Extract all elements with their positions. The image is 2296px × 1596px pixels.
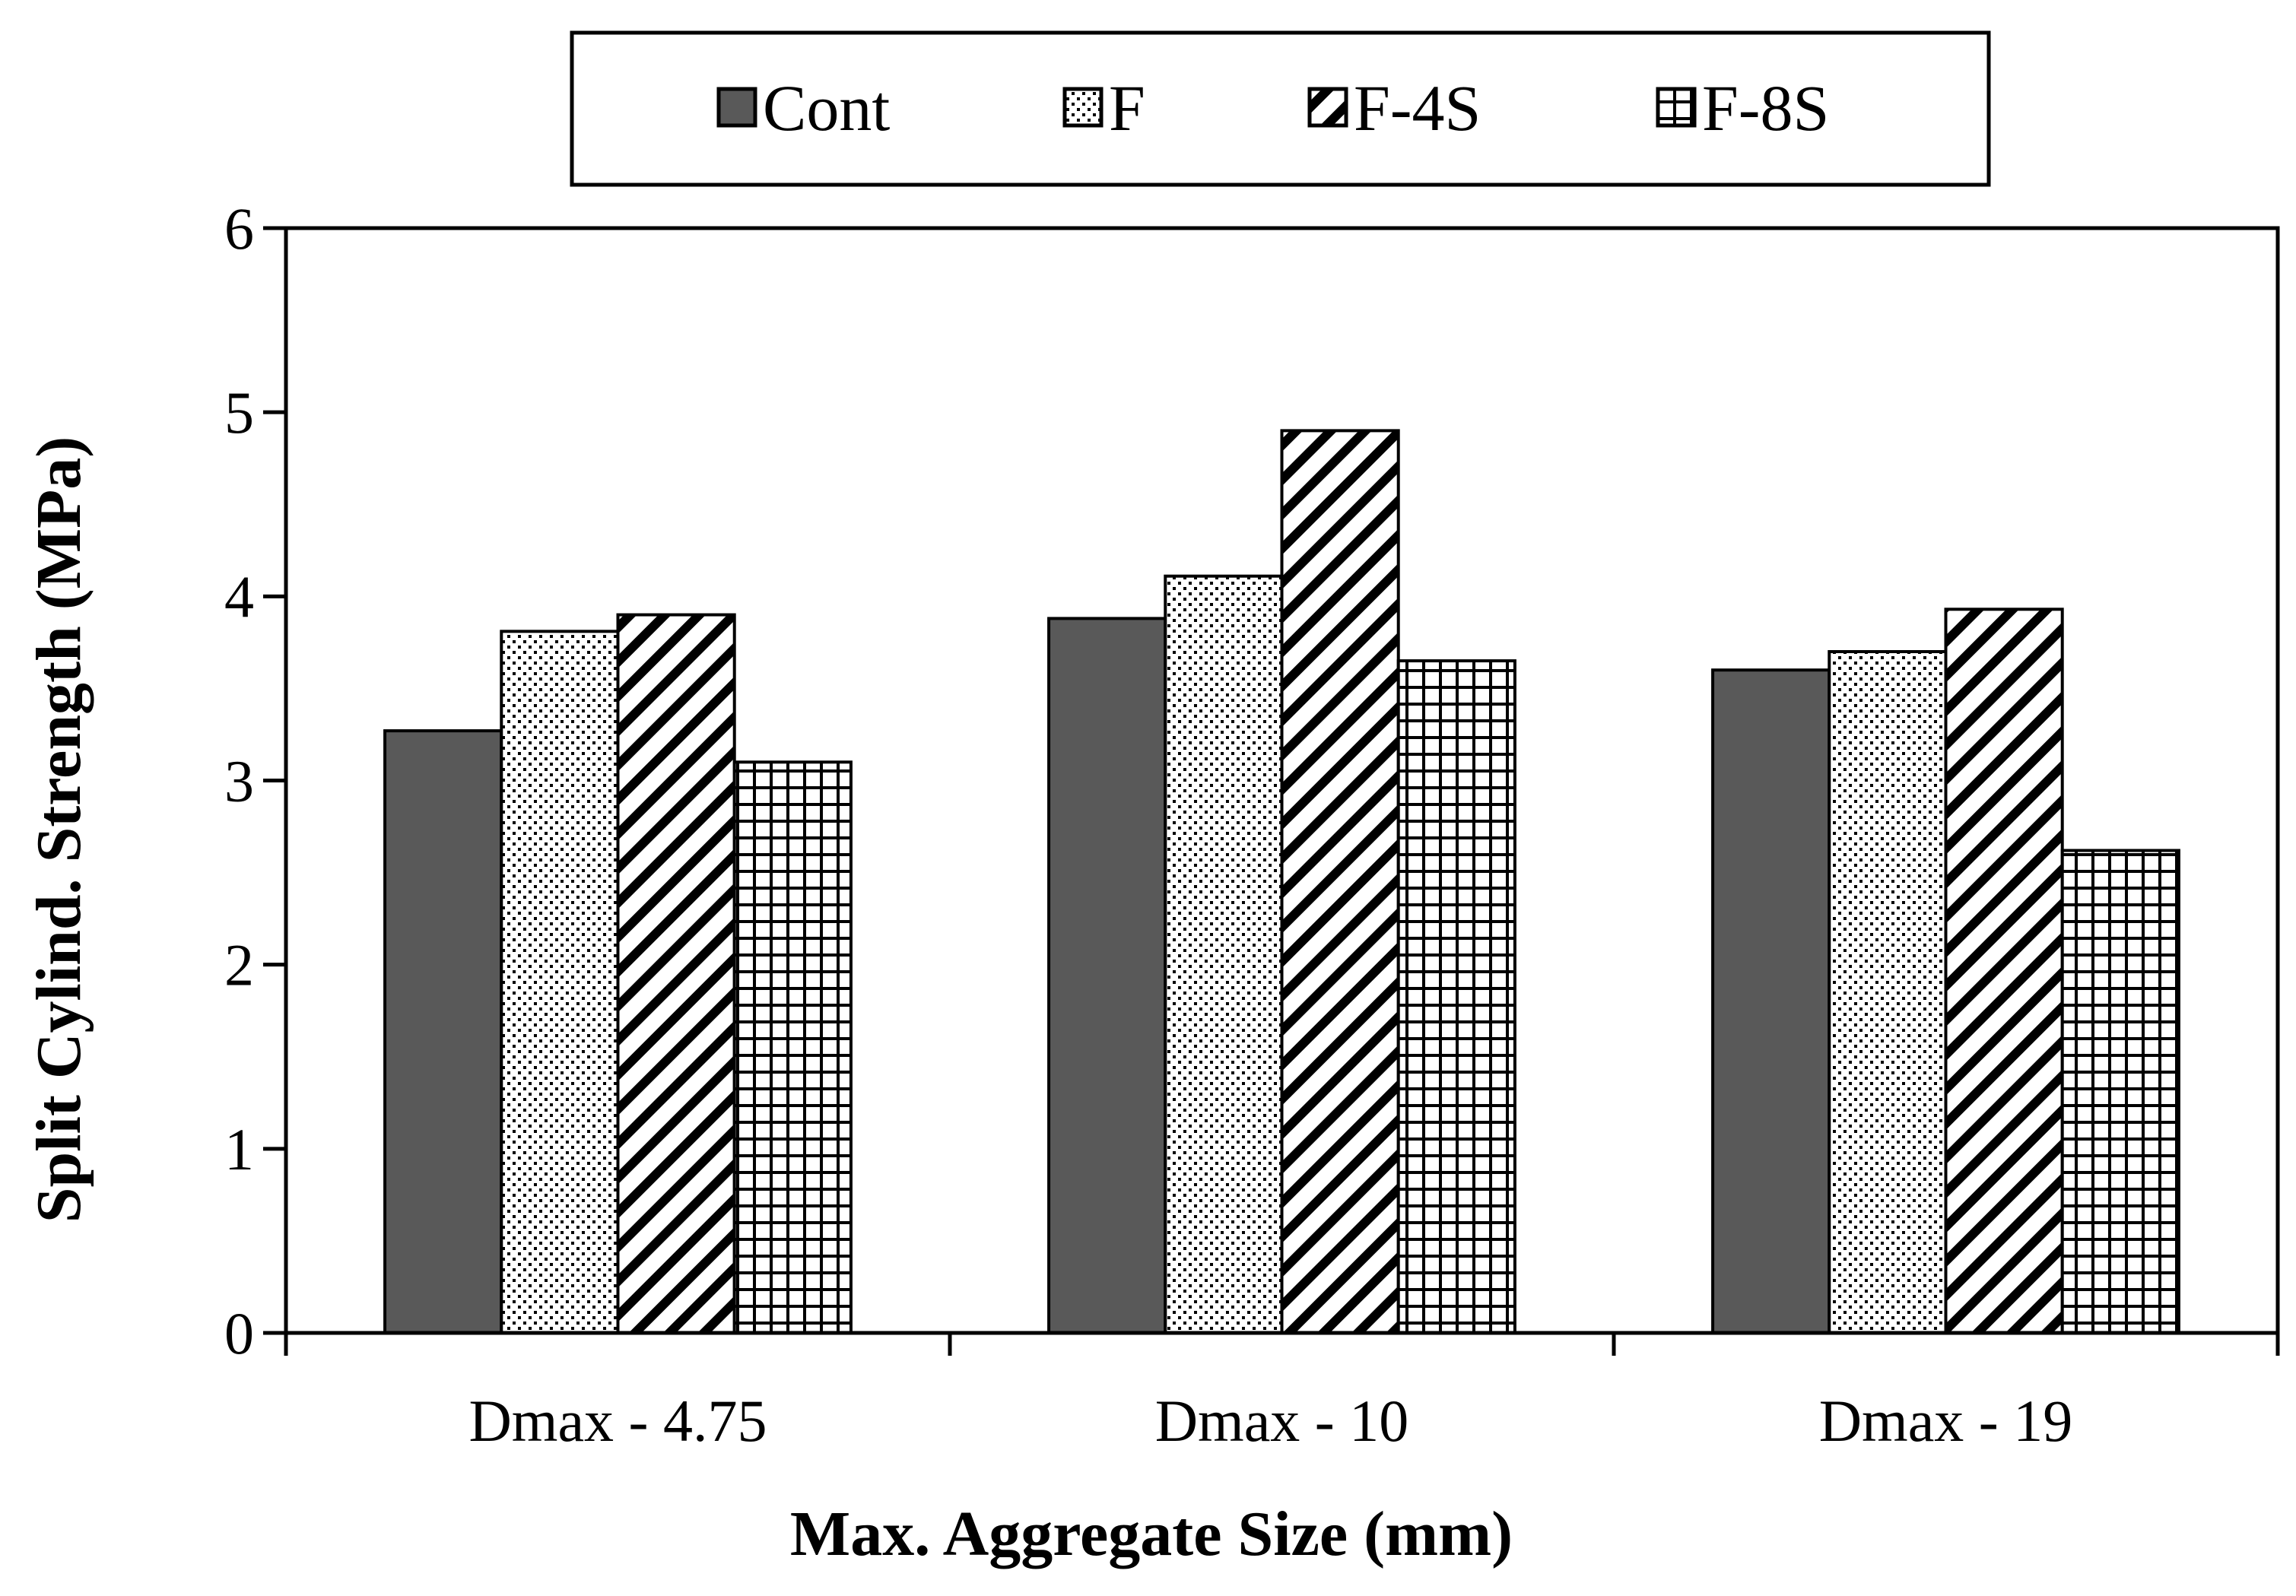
bar-f: [1828, 649, 1948, 1334]
bar-f-8s: [2060, 849, 2180, 1334]
bar-f: [1164, 574, 1284, 1334]
bar-cont: [383, 729, 503, 1334]
y-tick-label: 3: [224, 748, 254, 814]
legend-swatch: [1062, 87, 1104, 128]
legend-label: F-4S: [1354, 71, 1481, 144]
y-tick-label: 5: [224, 379, 254, 446]
x-axis-title: Max. Aggregate Size (mm): [790, 1499, 1513, 1569]
bar-f-8s: [1396, 659, 1516, 1334]
bar-cont: [1047, 617, 1167, 1334]
bar-f: [500, 630, 620, 1334]
y-tick-label: 0: [224, 1300, 254, 1366]
legend-swatch: [716, 87, 757, 128]
y-axis-title: Split Cylind. Strength (MPa): [24, 436, 94, 1223]
x-category-label: Dmax - 19: [1819, 1388, 2073, 1454]
bar-f-4s: [1944, 608, 2064, 1334]
axes: 0 1 2 3 4 5 6 Dmax - 4.75 Dmax - 10 Dmax - 19: [224, 195, 2280, 1454]
bar-f-8s: [732, 760, 853, 1334]
legend-label: Cont: [763, 71, 890, 144]
legend-swatch: [1656, 87, 1697, 128]
bar-cont: [1711, 668, 1831, 1334]
legend-box: [570, 30, 1991, 187]
y-tick-label: 6: [224, 195, 254, 262]
plot-area: [383, 429, 2180, 1335]
y-tick-label: 1: [224, 1116, 254, 1182]
y-tick-label: 4: [224, 563, 254, 630]
legend: Cont F F-4S F-8S: [570, 30, 1991, 187]
y-tick-label: 2: [224, 932, 254, 998]
bar-f-4s: [616, 613, 736, 1334]
bar-f-4s: [1280, 429, 1400, 1335]
legend-label: F-8S: [1702, 71, 1829, 144]
x-category-label: Dmax - 4.75: [468, 1388, 767, 1454]
legend-label: F: [1109, 71, 1145, 144]
legend-swatch: [1307, 87, 1348, 128]
x-category-label: Dmax - 10: [1155, 1388, 1409, 1454]
